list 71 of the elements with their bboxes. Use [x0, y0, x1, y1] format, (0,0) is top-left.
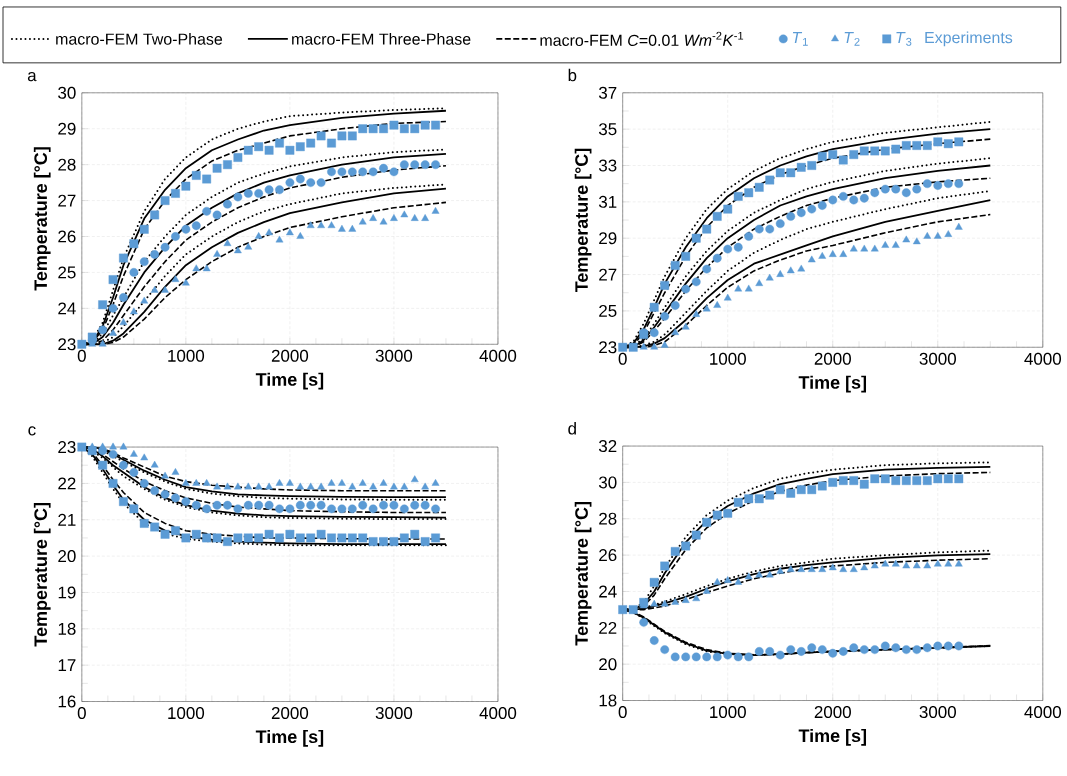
y-tick-label: 23	[58, 440, 76, 453]
legend-label: T$_{1}$	[792, 31, 808, 46]
y-tick-label: 25	[599, 304, 617, 317]
x-tick-label: 0	[618, 705, 627, 718]
x-tick-label: 4000	[479, 706, 517, 719]
chart-title: c	[28, 426, 36, 436]
chart-title: b	[568, 68, 577, 82]
legend-label: macro-FEM Three-Phase	[292, 32, 471, 45]
x-tick-label: 3000	[919, 705, 956, 718]
y-tick-label: 31	[598, 195, 617, 208]
y-tick-label: 30	[598, 476, 617, 489]
legend-label: T$_{2}$	[844, 31, 860, 46]
x-tick-label: 1000	[710, 352, 746, 365]
y-tick-label: 18	[58, 622, 76, 635]
x-tick-label: 0	[618, 352, 627, 365]
legend-title: Experiments	[925, 31, 1013, 47]
x-tick-label: 3000	[375, 706, 413, 719]
x-tick-label: 2000	[814, 352, 851, 365]
x-axis-title: Time [s]	[798, 728, 867, 746]
y-tick-label: 22	[58, 477, 76, 490]
y-tick-label: 27	[58, 194, 76, 207]
x-tick-label: 4000	[479, 349, 517, 362]
legend-label: T$_{3}$	[896, 31, 912, 46]
y-tick-label: 26	[58, 230, 76, 243]
x-tick-label: 4000	[1024, 705, 1062, 718]
x-tick-label: 2000	[814, 705, 851, 718]
x-tick-label: 2000	[271, 349, 309, 362]
y-tick-label: 29	[58, 122, 76, 135]
y-axis-title: Temperature [°C]	[33, 502, 51, 647]
y-tick-label: 19	[58, 586, 76, 599]
x-tick-label: 0	[77, 706, 86, 719]
x-tick-label: 4000	[1024, 352, 1062, 365]
y-tick-label: 25	[58, 266, 76, 279]
y-tick-label: 20	[599, 657, 617, 671]
x-tick-label: 1000	[710, 705, 746, 718]
y-tick-label: 23	[599, 341, 617, 354]
y-tick-label: 28	[599, 512, 617, 525]
y-tick-label: 28	[58, 158, 76, 171]
y-tick-label: 33	[598, 159, 617, 172]
y-tick-label: 20	[58, 549, 76, 562]
x-tick-label: 1000	[168, 349, 205, 362]
y-tick-label: 23	[58, 338, 76, 351]
y-tick-label: 37	[598, 86, 617, 99]
y-axis-title: Temperature [°C]	[33, 147, 51, 291]
x-axis-title: Time [s]	[798, 375, 867, 393]
y-tick-label: 21	[58, 513, 76, 526]
y-axis-title: Temperature [°C]	[574, 148, 592, 292]
chart-title: d	[568, 421, 576, 435]
legend-label: macro-FEM C=0.01 Wm$^{-2}$K$^{-1}$	[540, 31, 744, 46]
legend-label: macro-FEM Two-Phase	[56, 32, 223, 45]
y-tick-label: 32	[598, 439, 617, 452]
x-tick-label: 1000	[168, 706, 205, 719]
y-axis-title: Temperature [°C]	[574, 501, 592, 646]
y-tick-label: 26	[599, 548, 617, 561]
x-tick-label: 3000	[375, 349, 413, 362]
y-tick-label: 30	[58, 86, 76, 99]
y-tick-label: 17	[58, 659, 76, 671]
x-tick-label: 3000	[919, 352, 956, 365]
y-tick-label: 16	[58, 695, 76, 708]
y-tick-label: 27	[599, 268, 617, 281]
y-tick-label: 24	[599, 585, 617, 598]
y-tick-label: 35	[598, 122, 617, 135]
chart-title: a	[27, 71, 37, 82]
x-axis-title: Time [s]	[255, 372, 324, 390]
x-tick-label: 0	[77, 349, 86, 362]
y-tick-label: 24	[58, 302, 76, 315]
y-tick-label: 29	[599, 232, 617, 245]
y-tick-label: 22	[599, 621, 617, 634]
x-axis-title: Time [s]	[255, 729, 324, 747]
y-tick-label: 18	[599, 694, 617, 707]
x-tick-label: 2000	[271, 706, 309, 719]
